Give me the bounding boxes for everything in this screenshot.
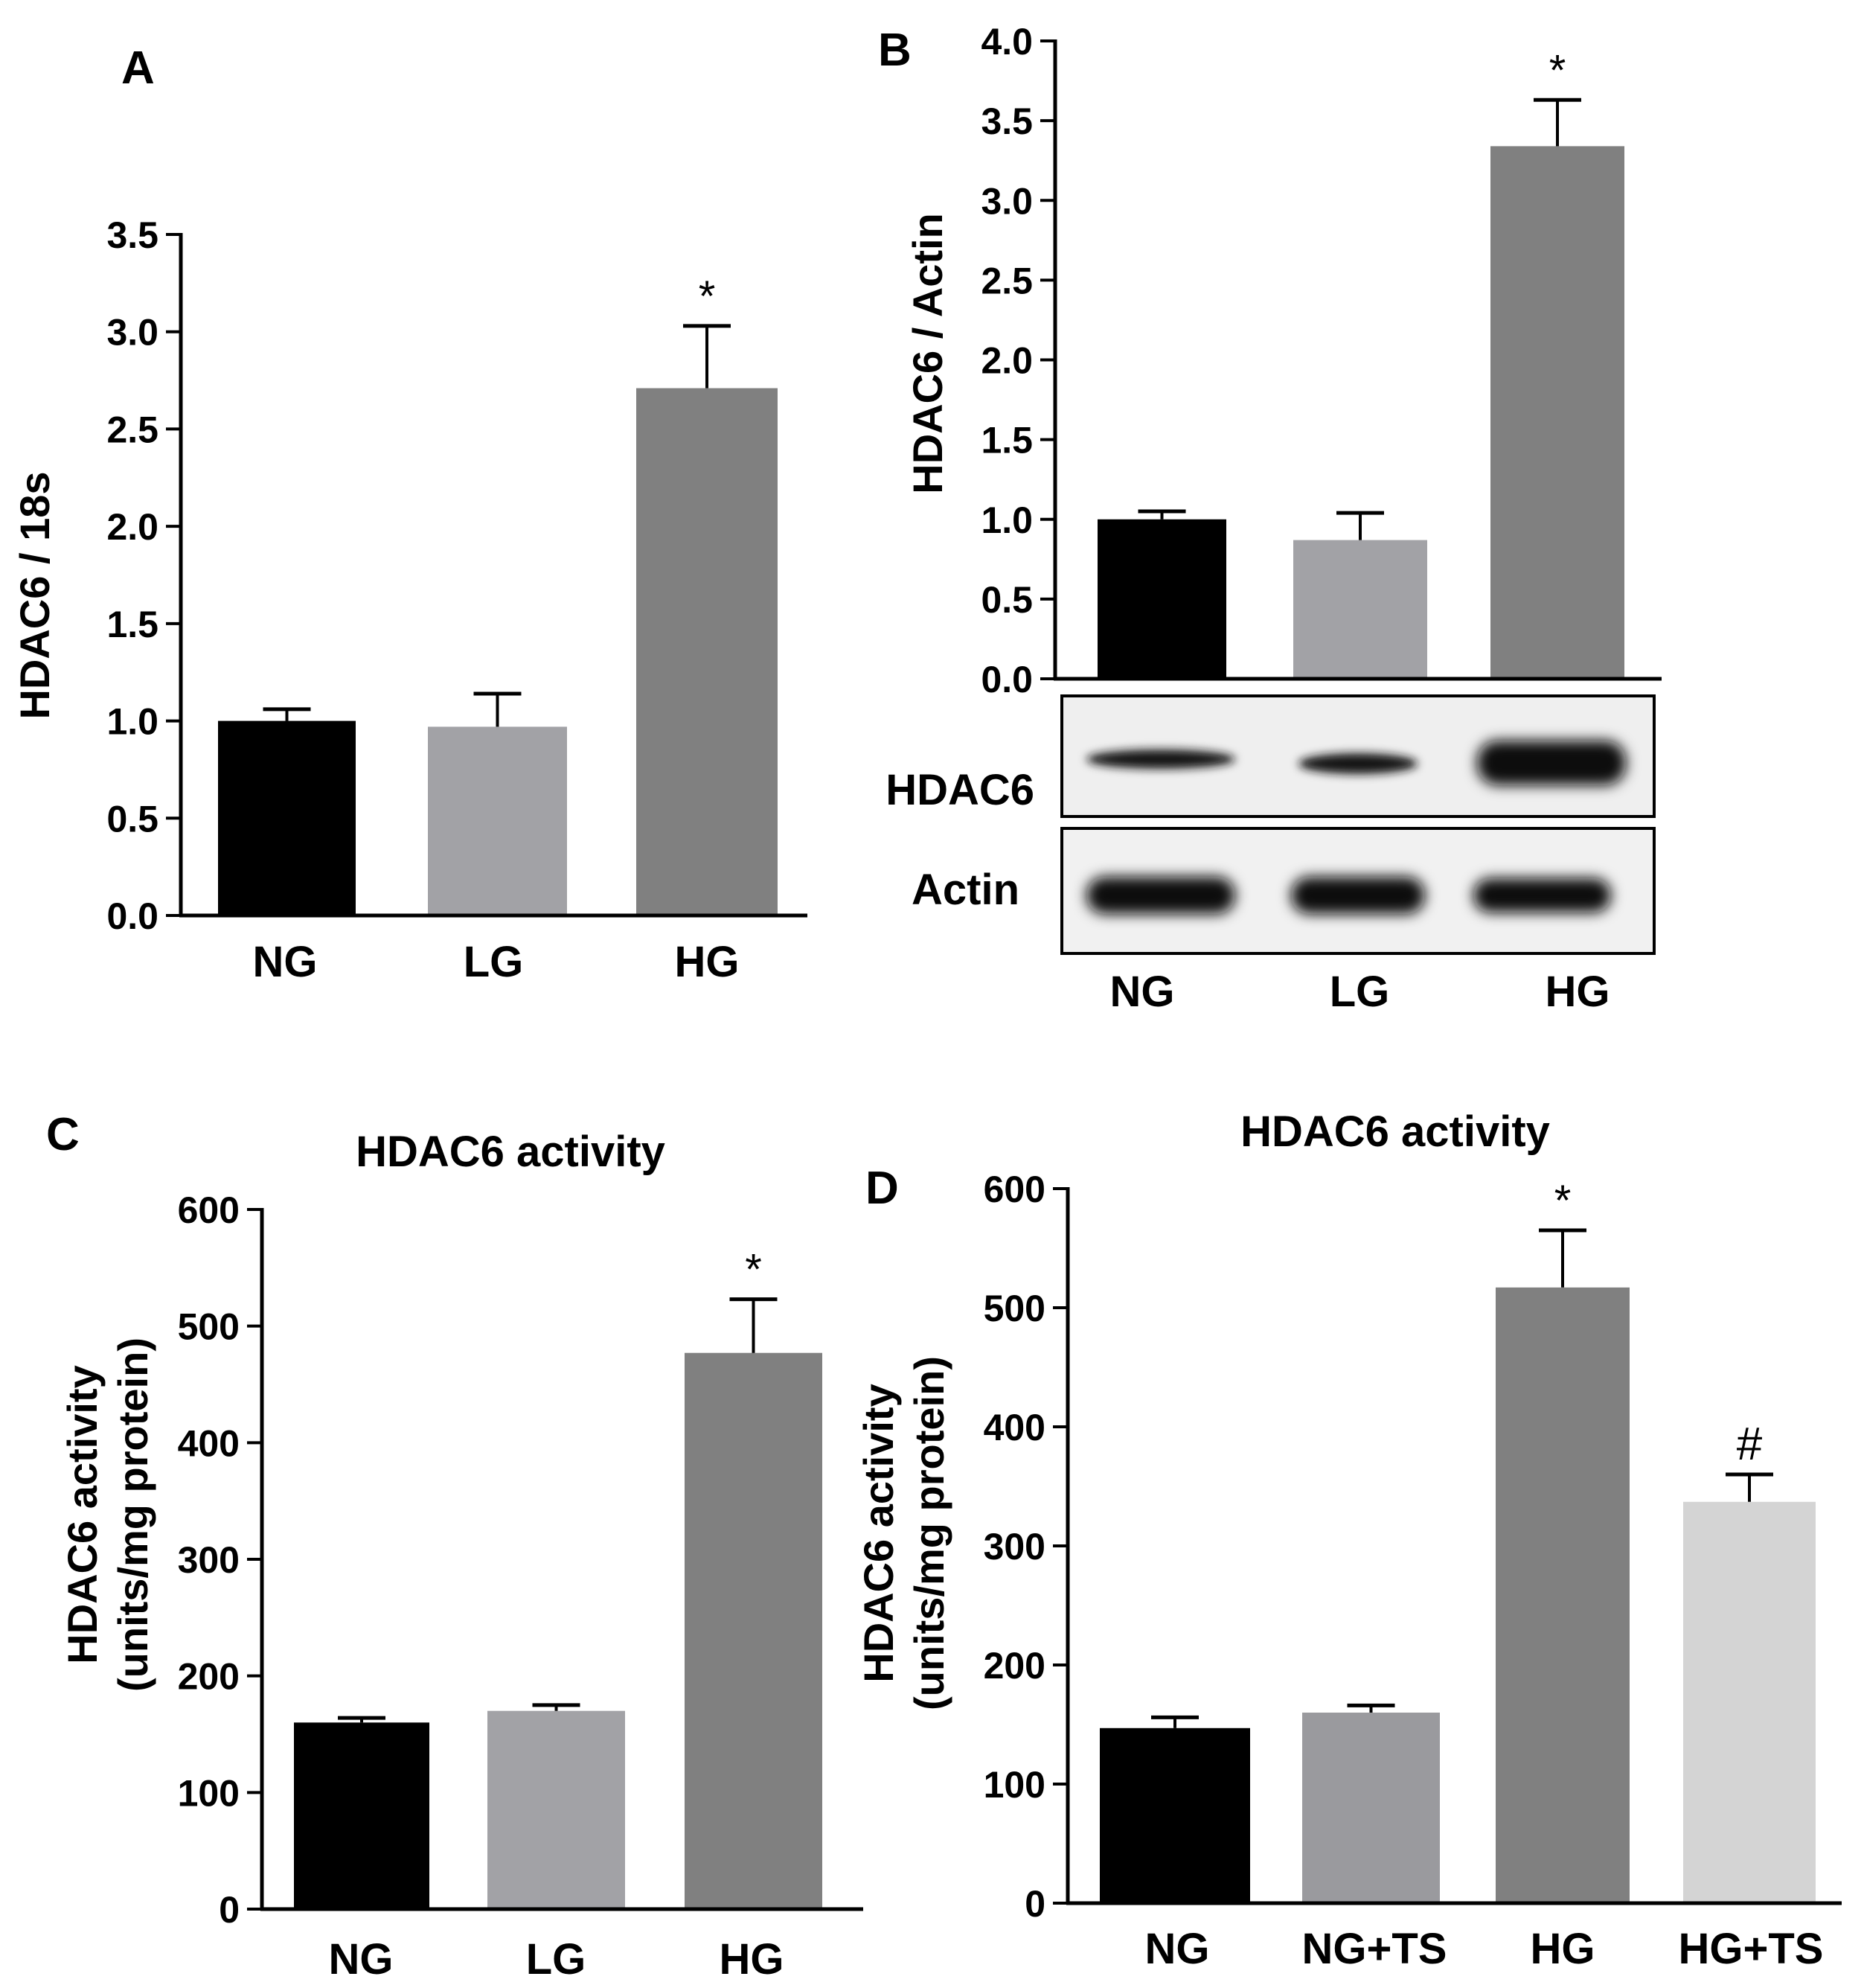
panel-d-annotation-hg-ts: # <box>1737 1419 1763 1470</box>
panel-a-y-tick-label: 1.5 <box>106 604 158 645</box>
panel-b-ylabel: HDAC6 / Actin <box>904 213 951 494</box>
panel-b-y-tick-label: 2.5 <box>981 260 1033 301</box>
panel-b-category-label-hg: HG <box>1546 968 1610 1016</box>
panel-b-bar-ng <box>1098 519 1226 679</box>
panel-a-bar-lg <box>428 726 567 915</box>
panel-a-bar-ng <box>218 720 356 915</box>
panel-c-plot: NG LG * HG 0 100 200 300 400 500 600 <box>178 1189 863 1984</box>
panel-c-ylabel: HDAC6 activity <box>59 1365 106 1663</box>
actin-band-lg <box>1291 877 1425 914</box>
panel-c-ylabel-units: (units/mg protein) <box>109 1337 156 1692</box>
panel-b-annotation-hg: * <box>1549 46 1566 95</box>
panel-a-plot: NG LG * HG 0.0 0.5 1.0 1.5 2.0 2.5 3.0 3.5 <box>106 214 807 986</box>
panel-c-category-label-lg: LG <box>526 1935 586 1984</box>
panel-d-y-tick-label: 600 <box>984 1169 1045 1210</box>
panel-c-bar-hg <box>685 1352 822 1909</box>
blot-label-actin: Actin <box>912 866 1019 914</box>
panel-d-y-tick-label: 200 <box>984 1645 1045 1687</box>
panel-a-ylabel: HDAC6 / 18s <box>11 471 58 719</box>
panel-b-y-tick-label: 0.5 <box>981 579 1033 621</box>
hdac6-band-lg <box>1298 753 1418 774</box>
panel-d-ylabel: HDAC6 activity <box>855 1384 902 1682</box>
panel-d-bar-ng-ts <box>1302 1713 1440 1903</box>
panel-b-y-tick-label: 3.5 <box>981 100 1033 142</box>
actin-band-hg <box>1473 878 1611 913</box>
panel-c-bar-lg <box>487 1710 625 1909</box>
panel-d-category-label-ng-ts: NG+TS <box>1302 1925 1447 1973</box>
panel-c-y-tick-label: 500 <box>178 1306 240 1348</box>
panel-d-bar-ng <box>1100 1727 1250 1903</box>
panel-a-y-tick-label: 2.0 <box>106 506 158 548</box>
panel-b-y-tick-label: 1.5 <box>981 420 1033 461</box>
panel-label-b: B <box>878 25 912 76</box>
panel-a-y-tick-label: 3.0 <box>106 312 158 354</box>
panel-b-y-tick-label: 4.0 <box>981 21 1033 63</box>
panel-d-title: HDAC6 activity <box>1240 1108 1550 1156</box>
panel-b-category-label-ng: NG <box>1110 968 1175 1016</box>
panel-c-bar-ng <box>294 1722 429 1909</box>
hdac6-band-ng <box>1086 750 1235 769</box>
panel-a-y-tick-label: 2.5 <box>106 409 158 450</box>
western-blot: HDAC6 Actin <box>885 694 1656 955</box>
blot-label-hdac6: HDAC6 <box>885 766 1034 814</box>
panel-c-y-tick-label: 600 <box>178 1189 240 1231</box>
panel-b-y-tick-label: 3.0 <box>981 180 1033 222</box>
panel-a-y-tick-label: 3.5 <box>106 214 158 256</box>
panel-b-bar-hg <box>1490 146 1624 679</box>
panel-a-category-label-hg: HG <box>675 938 740 986</box>
panel-b-y-tick-label: 1.0 <box>981 499 1033 541</box>
panel-d-bar-hg-ts <box>1683 1501 1816 1903</box>
panel-a-y-tick-label: 0.0 <box>106 895 158 937</box>
panel-c-category-label-ng: NG <box>329 1935 394 1984</box>
panel-a-y-tick-label: 0.5 <box>106 798 158 840</box>
panel-c-y-tick-label: 300 <box>178 1539 240 1581</box>
panel-d-y-tick-label: 400 <box>984 1407 1045 1448</box>
panel-label-d: D <box>865 1163 899 1214</box>
panel-d-category-label-ng: NG <box>1145 1925 1210 1973</box>
panel-b-y-tick-label: 2.0 <box>981 340 1033 382</box>
panel-b-y-tick-label: 0.0 <box>981 659 1033 700</box>
panel-d-category-label-hg: HG <box>1531 1925 1595 1973</box>
panel-d-category-label-hg-ts: HG+TS <box>1679 1925 1824 1973</box>
panel-label-c: C <box>46 1109 80 1160</box>
panel-a-y-tick-label: 1.0 <box>106 701 158 743</box>
panel-d-y-tick-label: 100 <box>984 1764 1045 1806</box>
panel-c-y-tick-label: 200 <box>178 1656 240 1698</box>
panel-d-y-tick-label: 300 <box>984 1526 1045 1567</box>
panel-a-category-label-lg: LG <box>464 938 524 986</box>
actin-band-ng <box>1086 877 1235 914</box>
hdac6-band-hg <box>1477 741 1626 785</box>
panel-c-title: HDAC6 activity <box>356 1128 665 1176</box>
panel-b-plot: NG LG * HG 0.0 0.5 1.0 1.5 2.0 2.5 3.0 3.5 4.0 <box>981 21 1662 1016</box>
panel-b-category-label-lg: LG <box>1330 968 1390 1016</box>
panel-a-category-label-ng: NG <box>253 938 318 986</box>
panel-a-annotation-hg: * <box>699 272 716 321</box>
panel-d-bar-hg <box>1496 1287 1630 1903</box>
panel-a-bar-hg <box>636 388 778 915</box>
panel-d-y-tick-label: 500 <box>984 1288 1045 1329</box>
panel-label-a: A <box>121 42 155 94</box>
panel-c-y-tick-label: 100 <box>178 1772 240 1814</box>
panel-d-ylabel-units: (units/mg protein) <box>906 1356 952 1710</box>
panel-c-y-tick-label: 0 <box>219 1889 240 1931</box>
panel-c-annotation-hg: * <box>745 1246 762 1294</box>
panel-c-category-label-hg: HG <box>720 1935 784 1984</box>
panel-d-y-tick-label: 0 <box>1025 1883 1045 1925</box>
panel-b-bar-lg <box>1293 540 1427 679</box>
panel-d-plot: NG NG+TS * HG # HG+TS 0 100 200 300 400 500 600 <box>984 1169 1842 1973</box>
panel-c-y-tick-label: 400 <box>178 1422 240 1464</box>
panel-d-annotation-hg: * <box>1554 1177 1572 1225</box>
